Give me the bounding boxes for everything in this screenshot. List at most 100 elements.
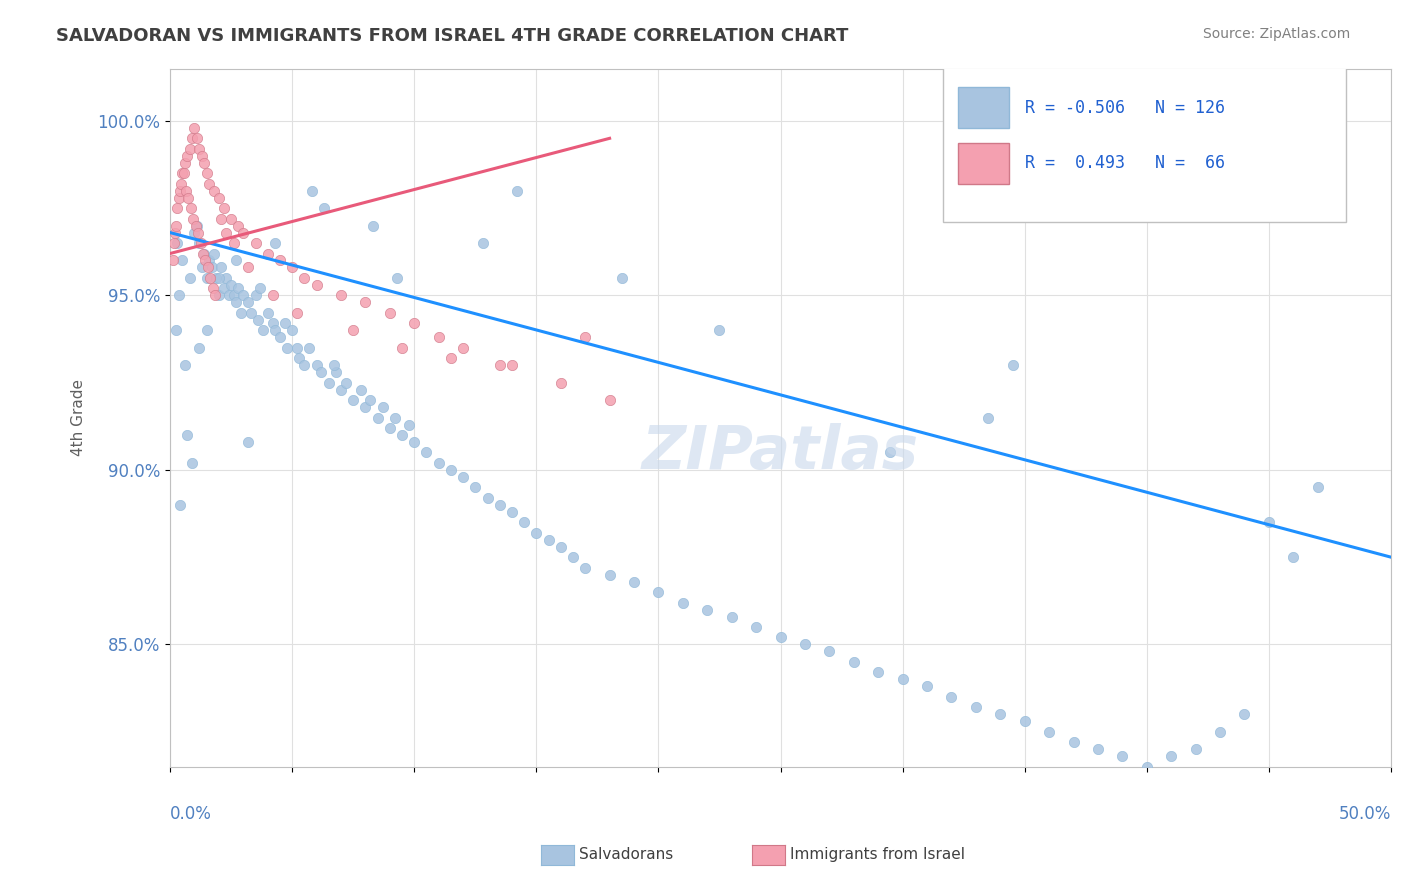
- Point: [818, 644, 841, 658]
- Text: Immigrants from Israel: Immigrants from Israel: [790, 847, 965, 862]
- Point: [174, 184, 197, 198]
- Point: [252, 323, 274, 337]
- Point: [239, 306, 262, 320]
- Point: [176, 149, 198, 163]
- Point: [198, 253, 221, 268]
- Point: [335, 376, 357, 390]
- Point: [513, 516, 536, 530]
- Point: [167, 288, 190, 302]
- Point: [965, 700, 987, 714]
- Point: [769, 631, 792, 645]
- Point: [264, 235, 287, 250]
- Point: [361, 219, 384, 233]
- Point: [195, 323, 218, 337]
- Point: [672, 595, 695, 609]
- Point: [305, 277, 328, 292]
- Point: [378, 421, 401, 435]
- Point: [229, 306, 252, 320]
- Point: [218, 288, 240, 302]
- Point: [281, 260, 304, 275]
- Point: [205, 271, 228, 285]
- Point: [195, 271, 218, 285]
- Point: [311, 365, 333, 379]
- Point: [318, 376, 340, 390]
- Point: [195, 166, 218, 180]
- Point: [245, 288, 267, 302]
- Point: [1063, 735, 1085, 749]
- Point: [169, 184, 191, 198]
- FancyBboxPatch shape: [957, 87, 1010, 128]
- Point: [219, 211, 242, 226]
- Point: [238, 435, 260, 450]
- Point: [305, 358, 328, 372]
- Point: [501, 358, 523, 372]
- Point: [191, 149, 214, 163]
- Point: [163, 226, 186, 240]
- Point: [1014, 714, 1036, 729]
- Point: [464, 480, 486, 494]
- Point: [477, 491, 499, 505]
- Point: [238, 295, 260, 310]
- Point: [232, 226, 254, 240]
- Point: [977, 410, 1000, 425]
- Text: Salvadorans: Salvadorans: [579, 847, 673, 862]
- FancyBboxPatch shape: [943, 62, 1346, 222]
- Point: [404, 435, 426, 450]
- Point: [415, 445, 437, 459]
- Point: [193, 155, 215, 169]
- Point: [225, 253, 247, 268]
- Point: [623, 574, 645, 589]
- Point: [322, 358, 344, 372]
- Point: [720, 609, 742, 624]
- Point: [165, 219, 187, 233]
- Point: [610, 271, 633, 285]
- Point: [212, 281, 235, 295]
- Y-axis label: 4th Grade: 4th Grade: [72, 379, 86, 456]
- Point: [200, 271, 222, 285]
- Text: ZIPatlas: ZIPatlas: [643, 423, 920, 482]
- Point: [342, 393, 364, 408]
- Point: [202, 246, 225, 260]
- Point: [245, 235, 267, 250]
- Point: [574, 330, 596, 344]
- Point: [451, 470, 474, 484]
- Point: [197, 260, 219, 275]
- Point: [183, 226, 205, 240]
- Point: [177, 191, 200, 205]
- Text: R = -0.506   N = 126: R = -0.506 N = 126: [1025, 99, 1225, 117]
- Point: [404, 316, 426, 330]
- Point: [200, 260, 222, 275]
- Point: [398, 417, 420, 432]
- Point: [225, 295, 247, 310]
- Point: [794, 637, 817, 651]
- Point: [191, 260, 214, 275]
- Point: [276, 341, 298, 355]
- Point: [1209, 724, 1232, 739]
- Point: [209, 260, 232, 275]
- Point: [599, 567, 621, 582]
- Point: [281, 323, 304, 337]
- Point: [1111, 749, 1133, 764]
- Point: [167, 191, 190, 205]
- Point: [1136, 759, 1159, 773]
- Point: [1001, 358, 1024, 372]
- Text: 50.0%: 50.0%: [1339, 805, 1391, 823]
- Point: [537, 533, 560, 547]
- Point: [186, 219, 208, 233]
- Point: [427, 456, 450, 470]
- Point: [222, 288, 245, 302]
- Point: [184, 219, 207, 233]
- Point: [292, 358, 315, 372]
- Text: R =  0.493   N =  66: R = 0.493 N = 66: [1025, 154, 1225, 172]
- Point: [1282, 550, 1305, 565]
- Point: [1306, 480, 1329, 494]
- Point: [501, 505, 523, 519]
- Point: [201, 281, 224, 295]
- Point: [1257, 516, 1279, 530]
- Point: [269, 330, 291, 344]
- Point: [354, 295, 377, 310]
- Point: [169, 498, 191, 512]
- Point: [647, 585, 669, 599]
- Point: [709, 323, 731, 337]
- Point: [342, 323, 364, 337]
